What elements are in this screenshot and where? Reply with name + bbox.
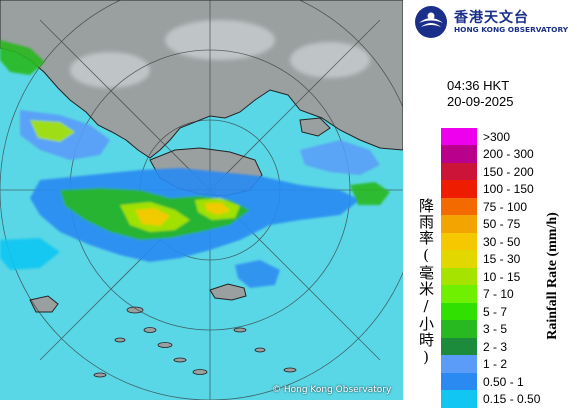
legend-swatch (441, 285, 477, 303)
legend-swatch (441, 320, 477, 338)
legend-swatch (441, 180, 477, 198)
land-haze (70, 20, 370, 88)
legend-item: 0.50 - 1 (441, 372, 571, 391)
observatory-emblem-icon (415, 6, 447, 38)
legend-item: 3 - 5 (441, 320, 571, 338)
island-southwest (29, 295, 59, 313)
legend-swatch (441, 337, 477, 356)
legend-item: 2 - 3 (441, 337, 571, 356)
legend-swatch (441, 215, 477, 233)
legend-item: 1 - 2 (441, 355, 571, 373)
legend-range-label: 7 - 10 (483, 287, 514, 302)
legend-range-label: 50 - 75 (483, 217, 521, 232)
legend-item: 10 - 15 (441, 267, 571, 286)
legend-swatch (441, 197, 477, 216)
map-copyright: © Hong Kong Observatory (272, 385, 392, 395)
radar-date: 20-09-2025 (447, 94, 514, 109)
radar-map-svg (0, 0, 403, 400)
legend-item: 15 - 30 (441, 250, 571, 268)
legend-range-label: 100 - 150 (483, 182, 534, 197)
legend-item: 50 - 75 (441, 215, 571, 233)
radar-map[interactable]: © Hong Kong Observatory (0, 0, 403, 400)
legend-swatch (441, 145, 477, 163)
rain-echoes (0, 40, 390, 288)
legend-range-label: 150 - 200 (483, 164, 534, 179)
legend-range-label: 5 - 7 (483, 304, 508, 319)
legend-range-label: 2 - 3 (483, 339, 508, 354)
legend-item: 0.15 - 0.50 (441, 390, 571, 408)
legend-title-cn: 降雨率(毫米/小時) (417, 198, 435, 367)
legend-range-label: 30 - 50 (483, 234, 521, 249)
legend-swatch (441, 250, 477, 268)
legend-range-label: 3 - 5 (483, 322, 508, 337)
legend-item: 75 - 100 (441, 197, 571, 216)
legend-item: 150 - 200 (441, 162, 571, 181)
mainland-land (0, 0, 403, 159)
island-south (209, 283, 247, 301)
legend-item: >300 (441, 128, 571, 146)
legend-swatch (441, 267, 477, 286)
legend-range-label: 200 - 300 (483, 147, 534, 162)
legend-swatch (441, 128, 477, 146)
radar-time: 04:36 HKT (447, 78, 510, 93)
legend-swatch (441, 302, 477, 321)
islet-cluster (93, 306, 297, 378)
island-east (299, 117, 331, 137)
legend-range-label: >300 (483, 130, 511, 144)
legend-item: 7 - 10 (441, 285, 571, 303)
legend-item: 100 - 150 (441, 180, 571, 198)
legend-range-label: 0.50 - 1 (483, 374, 524, 389)
radar-timestamp: 04:36 HKT 20-09-2025 (447, 78, 514, 110)
legend-item: 5 - 7 (441, 302, 571, 321)
observatory-logo: 香港天文台 HONG KONG OBSERVATORY (414, 5, 574, 41)
legend-range-label: 75 - 100 (483, 199, 528, 214)
legend-swatch (441, 162, 477, 181)
legend-swatch (441, 372, 477, 391)
legend-swatch (441, 355, 477, 373)
legend-item: 30 - 50 (441, 232, 571, 251)
legend-range-label: 1 - 2 (483, 357, 508, 372)
org-name-en: HONG KONG OBSERVATORY (454, 25, 569, 34)
legend-range-label: 15 - 30 (483, 252, 521, 267)
legend-swatch (441, 390, 477, 408)
legend-range-label: 10 - 15 (483, 269, 521, 284)
legend-swatch (441, 232, 477, 251)
legend-item: 200 - 300 (441, 145, 571, 163)
legend-title-en: Rainfall Rate (mm/h) (545, 212, 560, 340)
legend-range-label: 0.15 - 0.50 (483, 392, 541, 407)
org-name-cn: 香港天文台 (454, 10, 529, 26)
